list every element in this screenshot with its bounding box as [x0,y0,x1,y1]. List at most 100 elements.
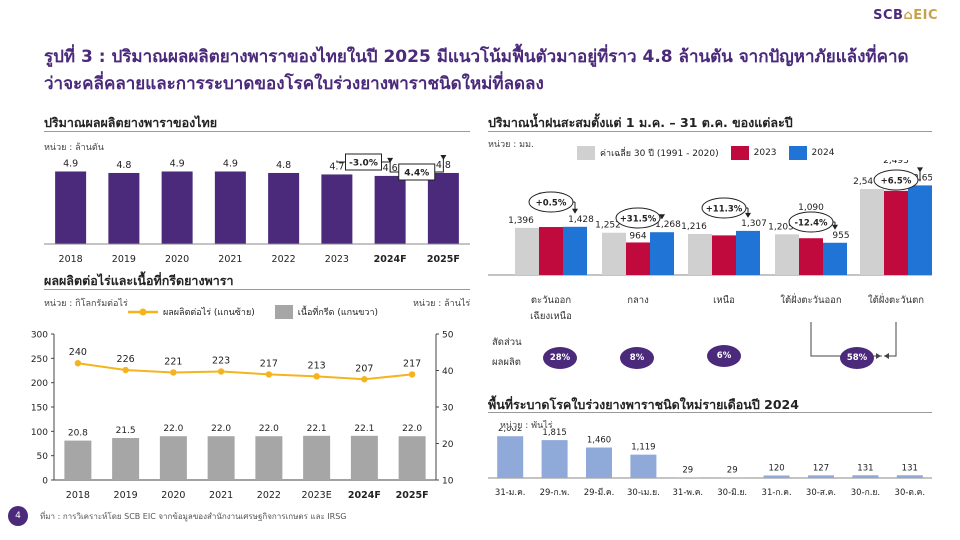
production-bar [161,171,193,244]
legend-avg-label: ค่าเฉลี่ย 30 ปี (1991 - 2020) [600,149,719,159]
disease-bar [852,475,879,478]
production-category-label: 2019 [112,254,136,265]
disease-bar [808,475,834,478]
rainfall-category-label: เฉียงเหนือ [530,310,572,322]
yield-value-label: 240 [69,347,87,358]
logo-roof-icon: ⌂ [903,8,914,23]
area-bar [303,435,331,480]
rainfall-value-label: 1,428 [568,215,594,225]
disease-chart-title: พื้นที่ระบาดโรคใบร่วงยางพาราชนิดใหม่รายเ… [488,397,799,412]
yield-point [74,360,82,367]
rainfall-annotation-text: +11.3% [706,205,743,215]
yield-left-tick-label: 150 [31,404,48,414]
production-value-label: 4.8 [276,160,291,171]
disease-category-label: 29-ก.พ. [540,488,570,498]
share-pill-south: 58% [840,347,874,369]
legend-area-label: เนื้อที่กรีด (แกนขวา) [297,308,379,318]
production-annotation-connector [434,158,444,173]
production-bar [214,171,246,244]
rainfall-chart: 1,3961,4281,421+0.5%ตะวันออกเฉียงเหนือ1,… [488,160,932,359]
area-bar [207,436,235,480]
production-bar [108,172,140,244]
disease-category-label: 30-ต.ค. [895,488,926,498]
yield-legend: ผลผลิตต่อไร่ (แกนซ้าย) เนื้อที่กรีด (แกน… [128,305,378,319]
disease-category-label: 31-ม.ค. [495,488,526,498]
yield-right-tick-label: 20 [442,440,454,450]
production-category-label: 2022 [272,254,296,265]
disease-bar [719,477,746,478]
share-label-line2: ผลผลิต [492,357,521,368]
disease-bar [630,454,657,478]
legend-area-swatch [274,305,293,319]
rainfall-bar [539,227,563,275]
production-annotation-text: 4.4% [404,169,429,179]
yield-category-label: 2024F [348,490,381,501]
rainfall-bar [650,232,674,275]
area-value-label: 21.5 [116,426,136,436]
area-bar [159,436,187,480]
yield-left-tick-label: 50 [37,452,49,462]
yield-left-tick-label: 200 [31,379,48,389]
production-value-label: 4.7 [329,161,344,172]
production-annotation-text: -3.0% [349,159,378,169]
rainfall-annotation-text: +0.5% [536,199,567,209]
disease-category-label: 30-ส.ค. [806,488,836,498]
rainfall-divider [488,131,932,132]
rainfall-bar [884,190,908,275]
production-value-label: 4.9 [63,158,78,169]
production-divider [44,131,470,132]
production-chart-title: ปริมาณผลผลิตยางพาราของไทย [44,115,218,130]
production-annotation-box [345,153,382,171]
production-annotation-arrowhead [387,157,394,163]
disease-category-label: 30-เม.ย. [627,488,660,498]
rainfall-bar [860,189,884,275]
production-annotation-connector [336,160,346,163]
yield-left-tick-label: 0 [42,477,48,487]
yield-category-label: 2022 [257,490,281,501]
rainfall-annotation-text: -12.4% [794,219,827,229]
legend-2023-label: 2023 [753,148,777,158]
production-value-label: 4.9 [223,158,238,169]
legend-2024-swatch [788,146,807,160]
disease-value-label: 120 [768,463,784,473]
yield-unit-left: หน่วย : กิโลกรัมต่อไร่ [44,299,128,309]
disease-value-label: 127 [813,463,829,473]
area-value-label: 22.1 [307,424,327,434]
yield-right-tick-label: 30 [442,404,454,414]
disease-bar [763,475,790,478]
area-bar [112,438,140,480]
rainfall-annotation-arrowhead [917,167,923,173]
production-category-label: 2024F [374,254,407,265]
disease-category-label: 31-พ.ค. [673,488,704,498]
rainfall-bar [515,227,539,275]
share-pill-north: 6% [707,345,741,367]
yield-value-label: 221 [164,356,182,367]
rainfall-value-label: 1,205 [768,222,794,232]
yield-point [361,376,368,383]
disease-bar [896,475,923,478]
production-category-label: 2020 [165,254,189,265]
rainfall-bar [712,235,736,275]
disease-bar [541,440,568,478]
yield-right-tick-label: 40 [442,367,454,377]
production-value-label: 4.8 [116,160,131,171]
production-category-label: 2025F [427,254,460,265]
production-annotation-box [398,163,436,181]
share-pill-northeast: 28% [543,347,577,369]
area-bar [255,436,283,480]
legend-line-icon [128,308,158,316]
yield-point [217,368,225,375]
legend-avg-swatch [577,146,595,160]
yield-point [408,371,416,378]
yield-value-label: 207 [355,363,373,374]
production-bar [427,172,459,244]
disease-bar [586,447,612,478]
yield-category-label: 2018 [66,490,90,501]
rainfall-category-label: ตะวันออก [531,295,572,306]
rainfall-value-label: 1,090 [798,203,824,213]
rainfall-value-label: 2,655 [913,173,932,183]
rainfall-annotation-arrowhead [832,224,838,230]
rainfall-bar [775,234,799,275]
yield-category-label: 2019 [114,490,138,501]
page-number: 4 [8,506,28,526]
